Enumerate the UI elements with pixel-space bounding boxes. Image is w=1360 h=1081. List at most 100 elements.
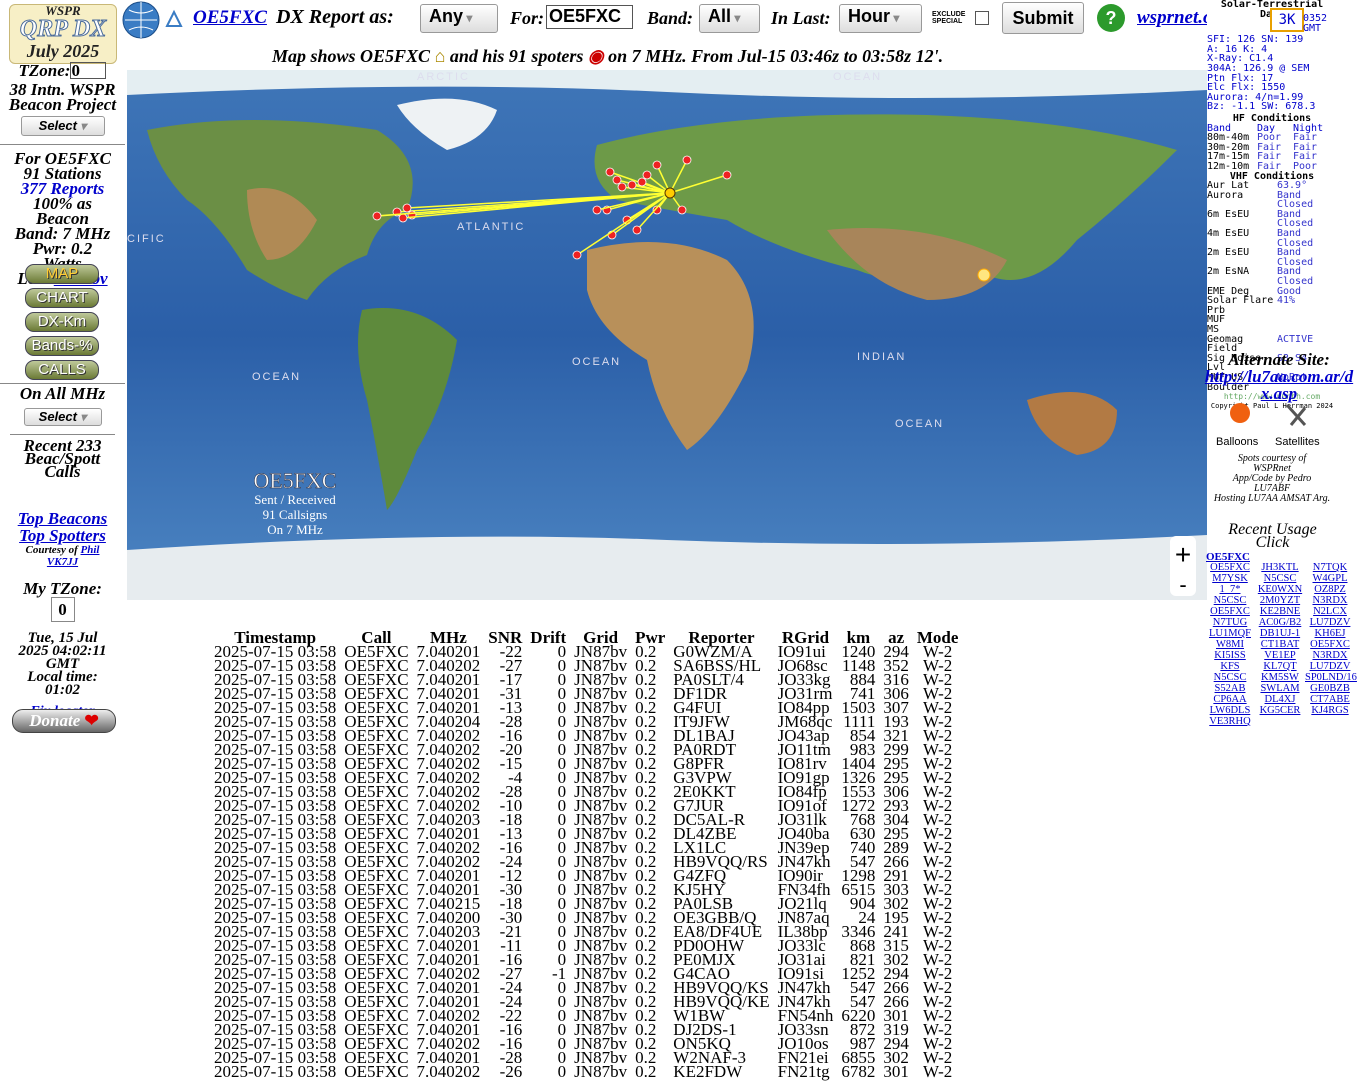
- solar-copyright: Copyright Paul L Herrman 2024: [1210, 401, 1334, 410]
- call-input[interactable]: OE5FXC: [546, 5, 633, 29]
- beacon-select[interactable]: Select: [20, 116, 105, 136]
- site-link[interactable]: wsprnet.org: [1137, 7, 1230, 28]
- usage-call[interactable]: N5CSC: [1263, 573, 1297, 584]
- usage-call[interactable]: AC0G/B2: [1258, 617, 1302, 628]
- table-row: 2025-07-15 03:58 OE5FXC 7.040201 -16 0 JN87bv…: [210, 951, 962, 968]
- my-tz-input[interactable]: 0: [50, 597, 75, 622]
- usage-call[interactable]: DL4XJ: [1264, 694, 1296, 705]
- usage-call[interactable]: CP6AA: [1213, 694, 1247, 705]
- vhf-cell: Aur Lat: [1207, 180, 1250, 192]
- nav-button[interactable]: CALLS: [25, 360, 99, 380]
- zoom-out[interactable]: -: [1179, 572, 1186, 597]
- table-cell: 7.040202: [416, 1034, 481, 1053]
- usage-call[interactable]: OE5FXC: [1210, 606, 1250, 617]
- band-select[interactable]: All: [699, 4, 760, 33]
- triangle-icon[interactable]: [165, 9, 183, 27]
- table-cell: 315: [883, 936, 909, 955]
- zoom-in[interactable]: +: [1175, 539, 1191, 570]
- badge[interactable]: 3K: [1270, 8, 1304, 32]
- usage-call[interactable]: N7TUG: [1212, 617, 1248, 628]
- usage-call[interactable]: CT1BAT: [1260, 639, 1300, 650]
- usage-call[interactable]: VE1EP: [1264, 650, 1296, 661]
- usage-call[interactable]: N3RDX: [1312, 595, 1348, 606]
- alt-link[interactable]: http://lu7aa.com.ar/dx.asp: [1204, 367, 1354, 403]
- usage-call[interactable]: N5CSC: [1213, 595, 1247, 606]
- map[interactable]: ARCTIC OCEAN ATLANTIC OCEAN INDIAN OCEAN OCEAN…: [127, 70, 1207, 600]
- table-cell: OE5FXC: [344, 838, 409, 857]
- balloon-icon[interactable]: [1230, 403, 1250, 423]
- usage-call[interactable]: KG5CER: [1259, 705, 1301, 716]
- usage-call[interactable]: 1_7*: [1219, 584, 1241, 595]
- table-cell: DF1DR: [673, 684, 728, 703]
- table-cell: JN87bv: [574, 1020, 628, 1039]
- usage-call[interactable]: KL7QT: [1263, 661, 1297, 672]
- all-mhz-select[interactable]: Select: [23, 408, 102, 426]
- usage-call[interactable]: KH6EJ: [1314, 628, 1346, 639]
- exclude-checkbox[interactable]: [975, 11, 989, 25]
- table-cell: OE5FXC: [344, 656, 409, 675]
- usage-call[interactable]: KFS: [1220, 661, 1240, 672]
- usage-call[interactable]: SP0LND/16: [1305, 672, 1357, 683]
- solar-url[interactable]: http://www.n0nbh.com: [1223, 392, 1321, 402]
- vhf-row: Geomag Field ACTIVE: [1207, 334, 1337, 354]
- nav-button[interactable]: Bands-%: [25, 336, 99, 356]
- table-cell: 1272: [841, 796, 876, 815]
- usage-call[interactable]: KJ4RGS: [1311, 705, 1349, 716]
- usage-call[interactable]: N5CSC: [1213, 672, 1247, 683]
- submit-button[interactable]: Submit: [1002, 2, 1084, 34]
- usage-call[interactable]: KI5ISS: [1214, 650, 1246, 661]
- report-select[interactable]: Any: [420, 4, 498, 33]
- nav-button[interactable]: DX-Km: [25, 312, 99, 332]
- hf-cell: Day: [1257, 122, 1276, 134]
- table-body: 2025-07-15 03:58 OE5FXC 7.040201 -22 0 JN87bv…: [210, 643, 962, 1080]
- usage-call[interactable]: M7YSK: [1212, 573, 1248, 584]
- help-icon[interactable]: ?: [1097, 4, 1125, 32]
- table-cell: 304: [883, 810, 909, 829]
- usage-call[interactable]: N7TQK: [1312, 562, 1348, 573]
- usage-call[interactable]: LU7DZV: [1309, 661, 1351, 672]
- usage-call[interactable]: DB1UJ-1: [1259, 628, 1301, 639]
- overlay-line: On 7 MHz: [267, 522, 323, 537]
- usage-call[interactable]: S52AB: [1214, 683, 1246, 694]
- map-caption: Map shows OE5FXC ⌂ and his 91 spoters ◉ …: [272, 46, 944, 66]
- usage-call[interactable]: CT7ABE: [1310, 694, 1350, 705]
- table-cell: OE5FXC: [344, 810, 409, 829]
- usage-call[interactable]: LU7DZV: [1309, 617, 1351, 628]
- donate-button[interactable]: Donate ❤: [12, 709, 116, 733]
- usage-call[interactable]: OE5FXC: [1310, 639, 1350, 650]
- satellite-icon[interactable]: [1285, 403, 1307, 427]
- nav-button[interactable]: MAP: [25, 264, 99, 284]
- courtesy-link[interactable]: Phil VK7JJ: [46, 544, 100, 568]
- tzone-input[interactable]: 0: [70, 62, 107, 79]
- last-select[interactable]: Hour: [839, 4, 922, 33]
- usage-call[interactable]: SWLAM: [1260, 683, 1300, 694]
- table-cell: 266: [883, 852, 909, 871]
- balloons[interactable]: Balloons: [1216, 436, 1259, 448]
- usage-call[interactable]: KE2BNE: [1259, 606, 1301, 617]
- usage-call[interactable]: KM5SW: [1261, 672, 1299, 683]
- usage-call[interactable]: OZ8PZ: [1314, 584, 1346, 595]
- nav-button[interactable]: CHART: [25, 288, 99, 308]
- table-row: 2025-07-15 03:58 OE5FXC 7.040202 -20 0 JN87bv…: [210, 741, 962, 758]
- usage-call[interactable]: VE3RHQ: [1209, 716, 1251, 727]
- satellites[interactable]: Satellites: [1275, 436, 1320, 448]
- usage-call[interactable]: LU1MQF: [1208, 628, 1251, 639]
- usage-header[interactable]: OE5FXC: [1206, 551, 1250, 563]
- usage-call[interactable]: OE5FXC: [1210, 562, 1250, 573]
- usage-call[interactable]: N3RDX: [1312, 650, 1348, 661]
- top-beacons[interactable]: Top Beacons: [17, 509, 108, 528]
- local-label: Local time:: [27, 669, 98, 685]
- brand-logo[interactable]: WSPR QRP DX July 2025: [9, 4, 117, 64]
- reports[interactable]: 377 Reports: [20, 179, 105, 198]
- usage-call[interactable]: JH3KTL: [1261, 562, 1299, 573]
- usage-call[interactable]: W4GPL: [1312, 573, 1348, 584]
- usage-call[interactable]: KE0WXN: [1257, 584, 1303, 595]
- usage-call[interactable]: GE0BZB: [1310, 683, 1350, 694]
- usage-call[interactable]: W8MI: [1216, 639, 1244, 650]
- usage-call[interactable]: 2M0YZT: [1259, 595, 1301, 606]
- usage-call[interactable]: LW6DLS: [1209, 705, 1251, 716]
- usage-call[interactable]: N2LCX: [1313, 606, 1347, 617]
- call-link[interactable]: OE5FXC: [193, 7, 267, 28]
- top-spotters[interactable]: Top Spotters: [19, 526, 106, 545]
- table-cell: 854: [849, 726, 876, 745]
